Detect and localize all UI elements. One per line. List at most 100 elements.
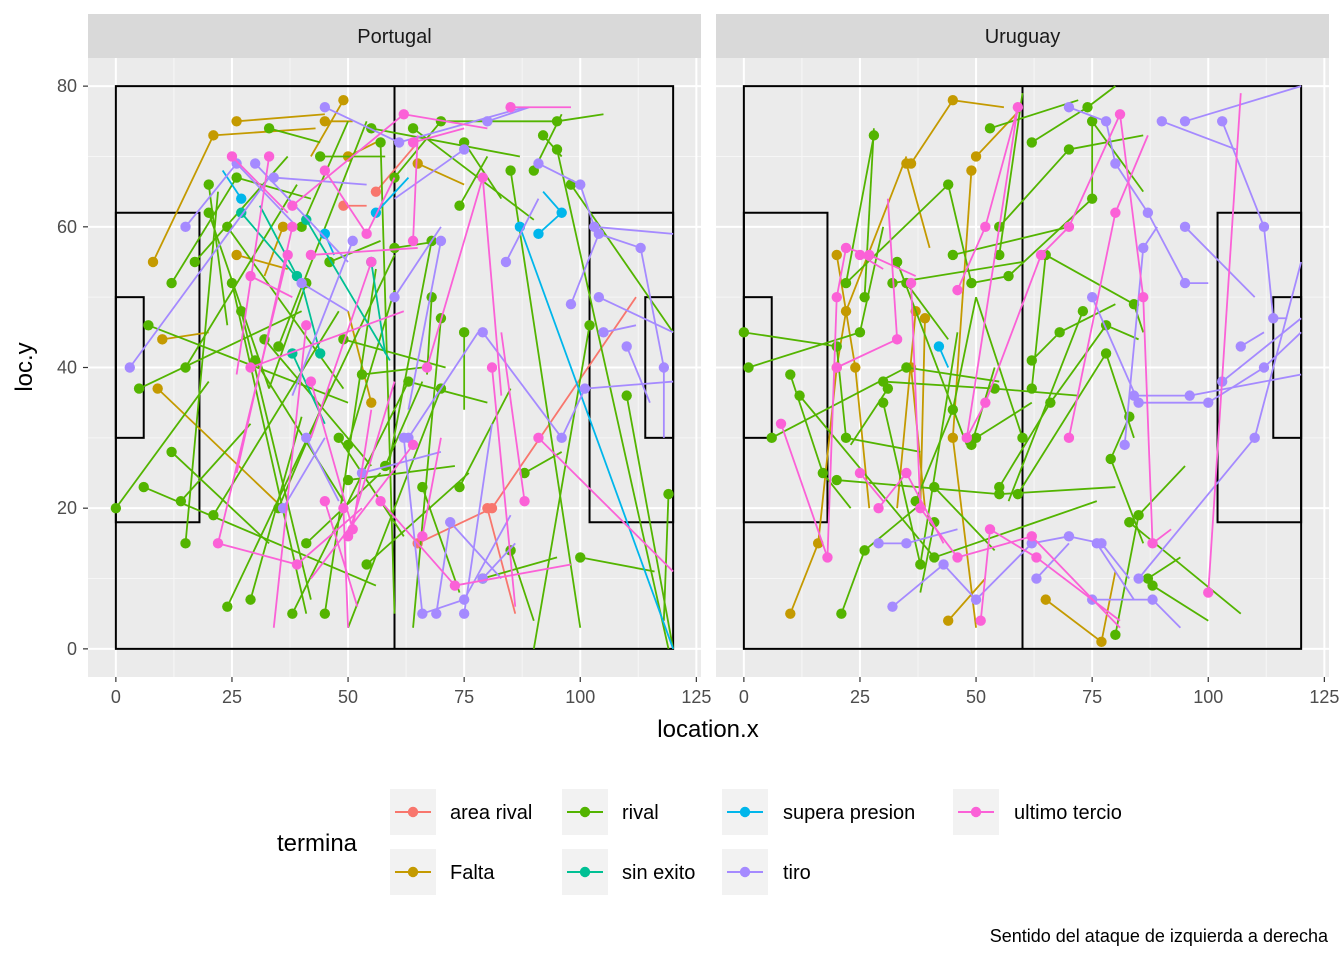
pass-line [947, 577, 987, 622]
pass-start-point [537, 130, 549, 141]
pass-start-point [975, 615, 986, 626]
pass-line [361, 451, 442, 474]
pass-start-point [124, 362, 135, 373]
pass-start-point [361, 228, 372, 240]
pass-line [914, 409, 954, 502]
pass-start-point [431, 608, 442, 619]
pass-start-point [593, 228, 605, 240]
pass-line [449, 521, 502, 580]
pass-line [1031, 106, 1088, 144]
panel-portugal [88, 58, 701, 677]
pass-line [1007, 310, 1084, 502]
pass-line [538, 162, 581, 186]
pass-start-point [291, 559, 303, 570]
pass-start-point [1147, 538, 1158, 549]
pass-line [1096, 542, 1135, 601]
pass-line [625, 346, 651, 404]
pass-line [951, 296, 977, 410]
x-tick-label: 50 [966, 687, 986, 707]
pass-start-point [658, 362, 670, 373]
pass-line [1100, 571, 1117, 643]
pass-start-point [1249, 432, 1260, 444]
pass-line [338, 437, 405, 537]
pass-start-point [947, 249, 959, 261]
pass-start-point [366, 397, 377, 408]
pass-start-point [245, 362, 256, 373]
pass-line [393, 226, 442, 298]
pass-line [403, 113, 488, 130]
strip-label-portugal: Portugal [357, 26, 432, 48]
pass-line [854, 367, 871, 509]
pass-start-point [203, 179, 214, 190]
pass-line [1040, 226, 1070, 256]
pass-line [971, 275, 1009, 284]
pass-line [919, 318, 926, 509]
pass-line [798, 395, 935, 558]
pass-start-point [1105, 453, 1116, 465]
pass-start-point [1031, 573, 1042, 584]
legend-label: supera presion [783, 802, 915, 824]
pass-start-point [180, 221, 191, 233]
pass-start-point [831, 291, 842, 303]
pass-line [305, 437, 340, 502]
strip-label-uruguay: Uruguay [985, 26, 1061, 48]
pass-start-point [212, 538, 224, 549]
pass-line [347, 388, 442, 629]
pass-line [1142, 297, 1154, 544]
pass-line [905, 163, 931, 249]
pass-line [886, 198, 899, 340]
pass-line [1263, 226, 1275, 319]
pass-line [580, 556, 655, 573]
pass-line [965, 402, 987, 439]
facet-strips: Portugal Uruguay [88, 14, 1329, 58]
pass-line [407, 331, 479, 439]
pass-line [259, 205, 298, 277]
pass-line [115, 381, 210, 509]
pass-line [347, 289, 396, 446]
pass-start-point [301, 214, 312, 225]
legend-label: tiro [783, 862, 811, 884]
panel-uruguay [716, 58, 1329, 677]
pass-line [310, 444, 414, 580]
pass-start-point [1216, 116, 1228, 127]
pass-line [789, 374, 824, 474]
pass-line [1105, 353, 1135, 439]
pass-start-point [1124, 517, 1135, 528]
pass-start-point [994, 249, 1005, 261]
pass-line [310, 381, 354, 530]
pass-line [984, 254, 1042, 403]
pass-line [1147, 212, 1186, 284]
pass-start-point [287, 608, 298, 619]
pass-start-point [831, 474, 842, 486]
pass-line [487, 106, 530, 123]
pass-line [910, 99, 954, 165]
y-axis-ticks: 0 20 40 60 80 [57, 76, 88, 659]
x-tick-label: 100 [1193, 687, 1223, 707]
pass-line [989, 528, 1037, 559]
pass-start-point [579, 383, 591, 394]
pass-start-point [1138, 291, 1149, 303]
pass-line [1137, 465, 1186, 516]
pass-start-point [454, 200, 465, 211]
pass-line [537, 437, 674, 573]
pass-line [994, 387, 1079, 397]
pass-line [213, 127, 316, 137]
pass-line [412, 127, 535, 221]
pass-line [291, 381, 410, 615]
pass-line [594, 225, 674, 235]
pass-line [231, 155, 289, 214]
pass-line [463, 141, 503, 200]
pass-line [300, 282, 322, 354]
pass-line [845, 183, 949, 284]
pass-line [371, 127, 521, 158]
pass-start-point [1082, 102, 1093, 113]
pass-start-point [905, 277, 917, 289]
pass-start-point [273, 341, 284, 352]
pass-line [891, 563, 945, 608]
legend-key-point [407, 806, 419, 818]
pass-line [170, 451, 270, 545]
pass-line [556, 113, 604, 123]
legend-key-point [739, 866, 751, 878]
pass-line [1105, 121, 1117, 164]
pass-start-point [891, 256, 903, 268]
